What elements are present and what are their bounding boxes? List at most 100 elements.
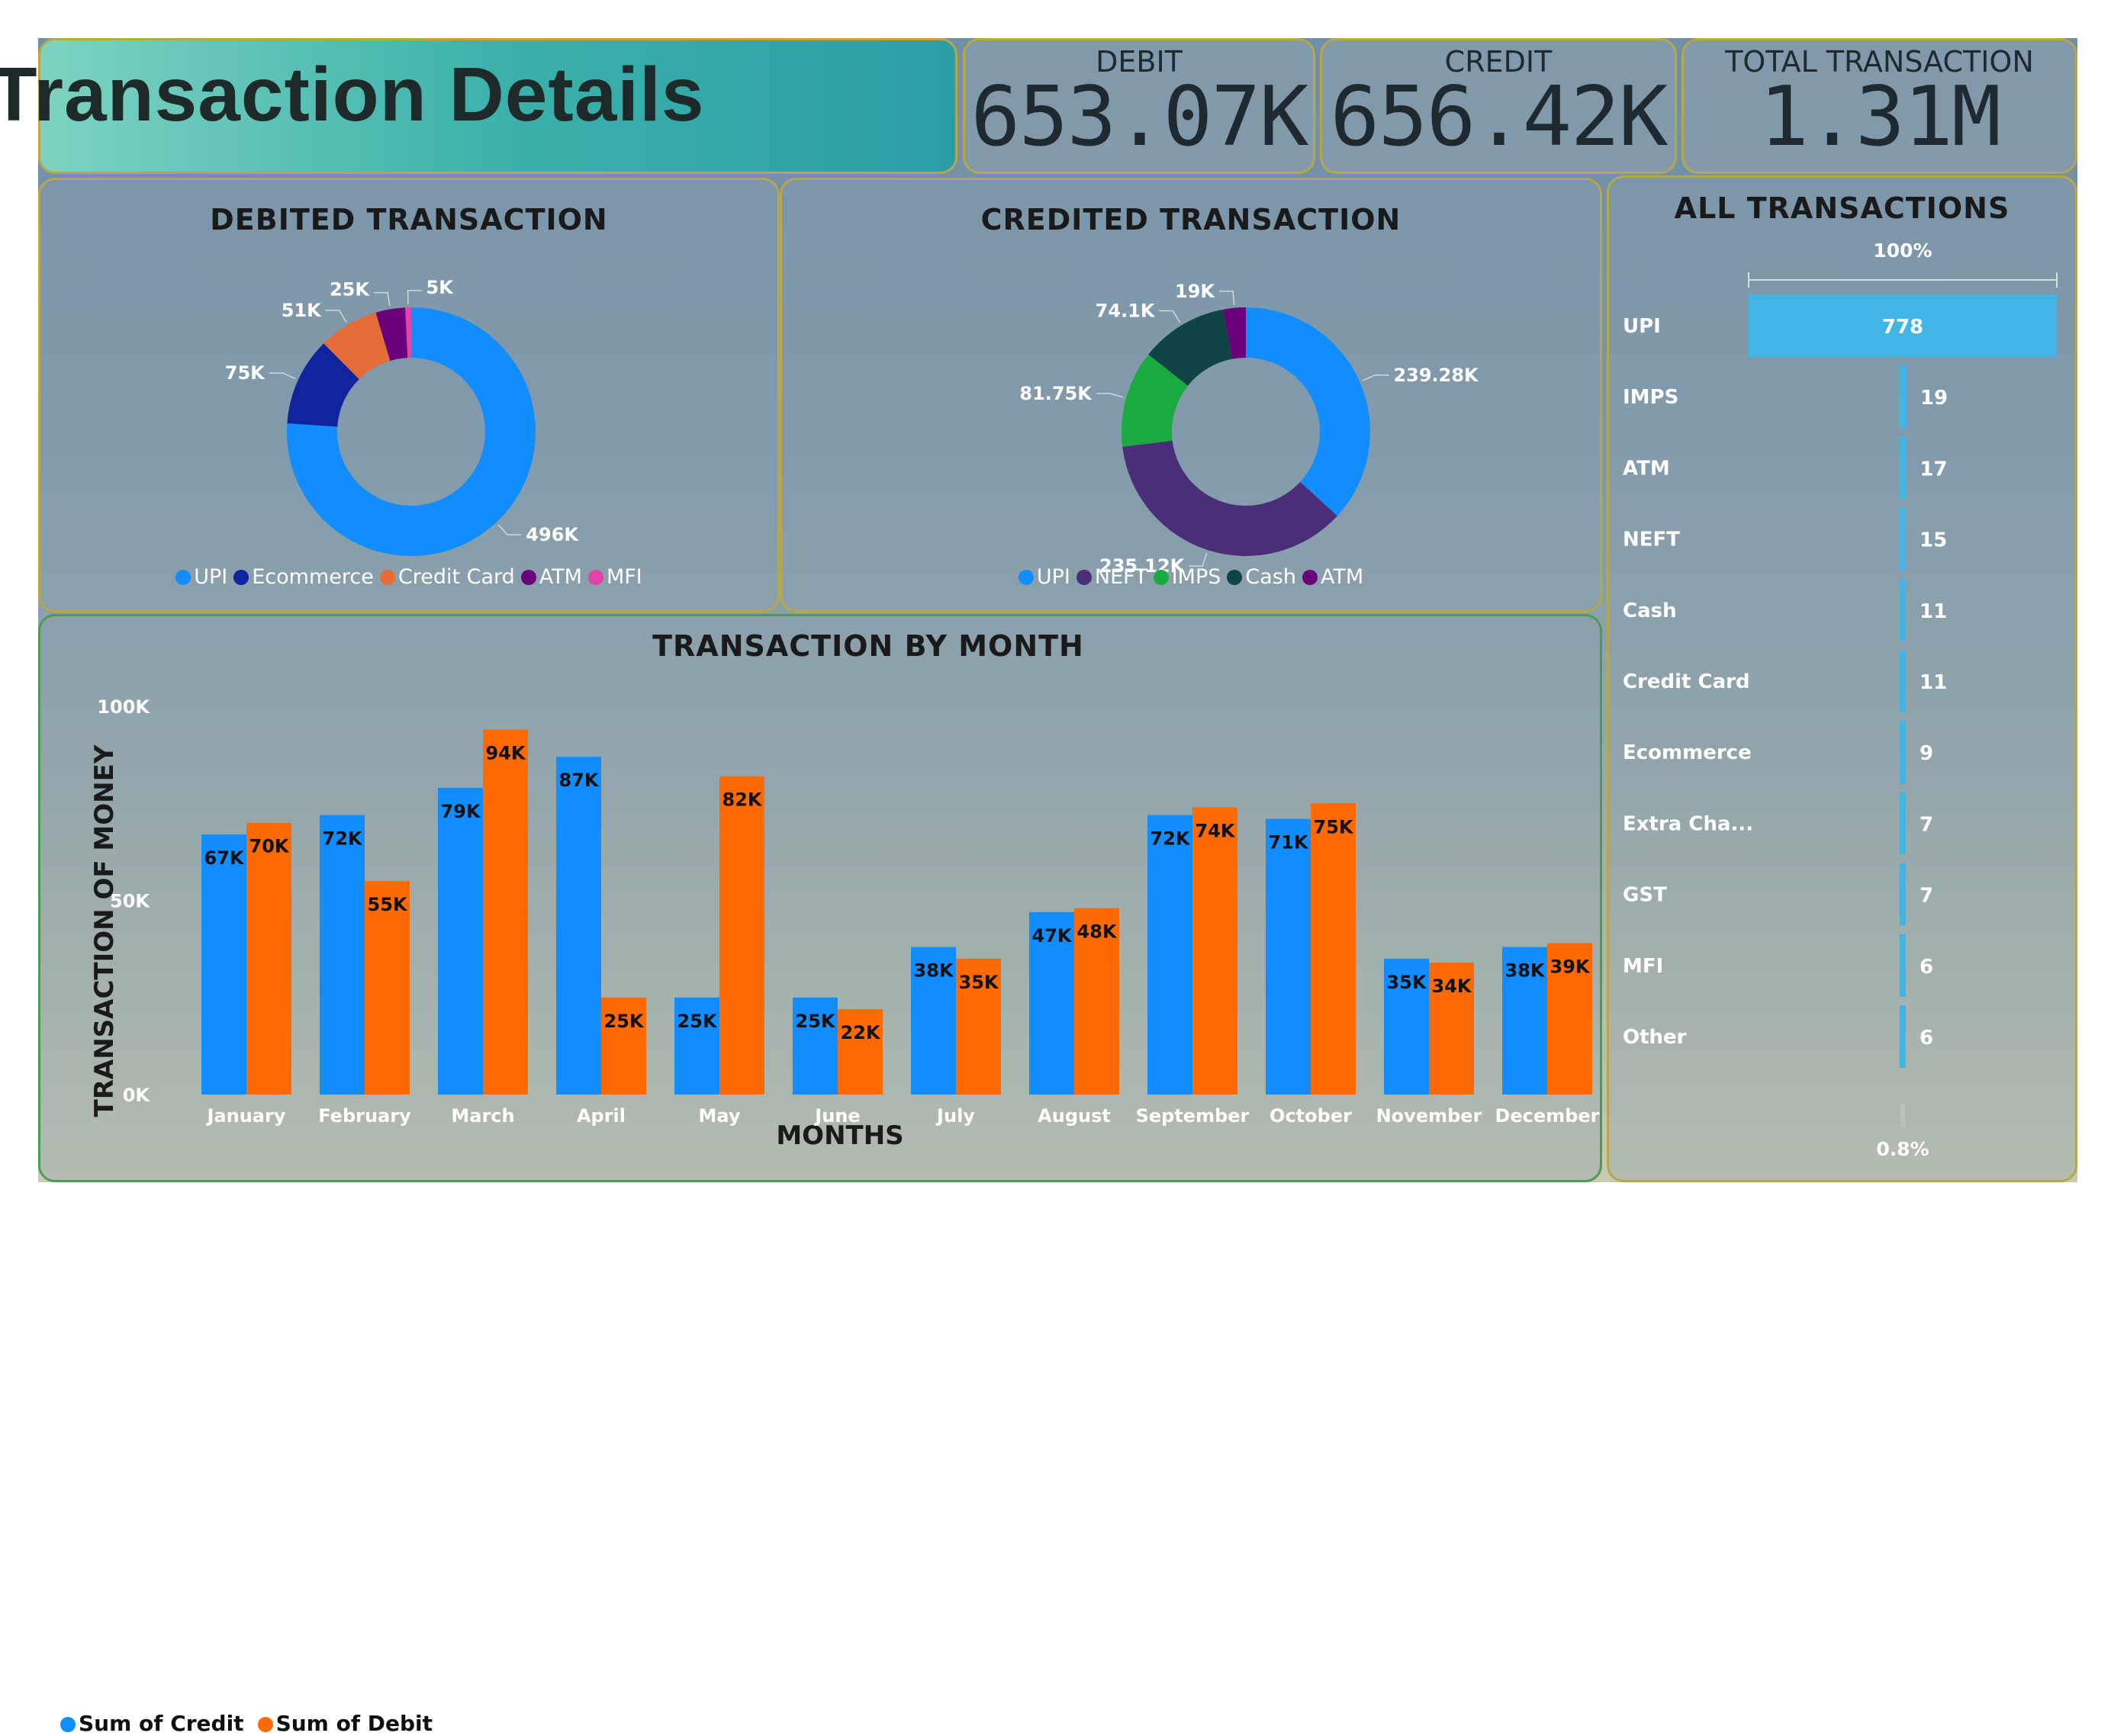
bar-sum-of-credit-february[interactable] xyxy=(320,815,365,1095)
bar-sum-of-credit-october[interactable] xyxy=(1266,818,1311,1095)
kpi-card-credit[interactable]: CREDIT 656.42K xyxy=(1320,38,1677,174)
funnel-category-label: MFI xyxy=(1623,955,1663,978)
funnel-bar-atm[interactable] xyxy=(1899,436,1907,500)
legend-item-upi[interactable]: UPI xyxy=(175,565,227,589)
funnel-category-label: NEFT xyxy=(1623,529,1680,551)
legend-dot xyxy=(175,570,191,585)
bar-sum-of-debit-august[interactable] xyxy=(1074,908,1119,1095)
credited-donut-chart[interactable]: 239.28K 235.12K 81.75K 74.1K 19K xyxy=(782,180,1600,607)
legend-item-cash[interactable]: Cash xyxy=(1227,565,1296,589)
credited-legend[interactable]: UPI NEFT IMPS Cash ATM xyxy=(782,565,1600,589)
funnel-bar-gst[interactable] xyxy=(1900,863,1906,926)
funnel-value-label: 6 xyxy=(1920,956,1933,979)
bar-sum-of-credit-august[interactable] xyxy=(1029,911,1074,1095)
funnel-value-label: 9 xyxy=(1920,742,1933,765)
bar-sum-of-credit-april[interactable] xyxy=(556,757,601,1095)
donut-slice-atm[interactable] xyxy=(375,307,408,362)
bar-data-label: 87K xyxy=(559,770,600,791)
all-transactions-panel[interactable]: ALL TRANSACTIONS 100% UPI 778 IMPS 19 ATM 17 NE… xyxy=(1607,175,2077,1182)
funnel-bar-ecommerce[interactable] xyxy=(1900,721,1906,784)
bar-sum-of-debit-june[interactable] xyxy=(838,1009,883,1095)
legend-item-credit-card[interactable]: Credit Card xyxy=(379,565,515,589)
legend-item-ecommerce[interactable]: Ecommerce xyxy=(233,565,374,589)
legend-item-atm[interactable]: ATM xyxy=(520,565,582,589)
legend-item-sum-of-debit[interactable]: Sum of Debit xyxy=(257,1711,433,1736)
bar-data-label: 74K xyxy=(1195,820,1236,841)
funnel-category-label: Extra Cha... xyxy=(1623,812,1753,835)
funnel-bar-credit-card[interactable] xyxy=(1900,650,1906,712)
bar-sum-of-debit-may[interactable] xyxy=(719,776,764,1095)
leader-line-cash xyxy=(1159,310,1181,323)
bar-sum-of-credit-march[interactable] xyxy=(438,787,483,1095)
legend-item-imps[interactable]: IMPS xyxy=(1153,565,1221,589)
legend-dot xyxy=(1153,570,1169,585)
bar-chart-legend[interactable]: Sum of Credit Sum of Debit xyxy=(57,1711,443,1736)
kpi-card-debit[interactable]: DEBIT 653.07K xyxy=(963,38,1315,174)
bar-sum-of-credit-july[interactable] xyxy=(911,947,956,1095)
bar-sum-of-debit-february[interactable] xyxy=(365,881,410,1095)
funnel-bar-cash[interactable] xyxy=(1900,578,1906,641)
bar-data-label: 22K xyxy=(841,1022,881,1043)
legend-label: ATM xyxy=(539,565,582,589)
debited-donut-chart[interactable]: 496K 75K 51K 25K 5K xyxy=(40,180,777,607)
funnel-category-label: GST xyxy=(1623,884,1667,907)
kpi-card-total[interactable]: TOTAL TRANSACTION 1.31M xyxy=(1681,38,2077,174)
bar-sum-of-credit-september[interactable] xyxy=(1147,815,1192,1095)
funnel-top-percent: 100% xyxy=(1873,240,1932,262)
transaction-by-month-chart[interactable]: 0K 50K 100K TRANSACTION OF MONEY MONTHS 67K70… xyxy=(40,616,1600,1181)
legend-label: IMPS xyxy=(1171,565,1221,589)
donut-slice-ecommerce[interactable] xyxy=(287,343,359,427)
donut-slice-atm[interactable] xyxy=(1223,307,1246,359)
donut-slice-credit-card[interactable] xyxy=(323,312,391,380)
x-tick-label-april: April xyxy=(577,1105,626,1127)
donut-slice-neft[interactable] xyxy=(1122,440,1337,556)
funnel-bar-imps[interactable] xyxy=(1899,365,1907,429)
bar-sum-of-debit-january[interactable] xyxy=(246,822,291,1095)
legend-label: Ecommerce xyxy=(252,565,374,589)
debited-transaction-panel[interactable]: DEBITED TRANSACTION 496K 75K 51K 25K 5K UPI E… xyxy=(38,178,780,612)
credited-transaction-panel[interactable]: CREDITED TRANSACTION 239.28K 235.12K 81.75… xyxy=(780,178,1602,612)
legend-item-mfi[interactable]: MFI xyxy=(587,565,642,589)
transaction-by-month-panel[interactable]: TRANSACTION BY MONTH 0K 50K 100K TRANSACTIO… xyxy=(38,614,1602,1736)
donut-slice-upi[interactable] xyxy=(1246,307,1370,516)
legend-dot xyxy=(1018,570,1034,585)
bar-sum-of-debit-december[interactable] xyxy=(1547,943,1592,1095)
bar-sum-of-debit-september[interactable] xyxy=(1192,807,1237,1095)
y-axis-label: TRANSACTION OF MONEY xyxy=(89,744,120,1117)
legend-item-neft[interactable]: NEFT xyxy=(1076,565,1147,589)
donut-slice-imps[interactable] xyxy=(1121,354,1188,447)
bar-sum-of-credit-december[interactable] xyxy=(1502,947,1547,1095)
funnel-value-label: 17 xyxy=(1920,458,1947,481)
bar-sum-of-credit-may[interactable] xyxy=(674,997,719,1095)
funnel-bar-neft[interactable] xyxy=(1900,507,1906,571)
bar-data-label: 67K xyxy=(204,847,245,869)
all-transactions-funnel-chart[interactable]: 100% UPI 778 IMPS 19 ATM 17 NEFT 15 Cash 11 Credit … xyxy=(1609,178,2075,1180)
bar-data-label: 55K xyxy=(368,894,408,915)
bar-sum-of-debit-november[interactable] xyxy=(1429,962,1474,1095)
bar-data-label: 25K xyxy=(796,1011,836,1032)
bar-sum-of-debit-april[interactable] xyxy=(601,997,646,1095)
funnel-bar-other[interactable] xyxy=(1900,1005,1906,1068)
funnel-bottom-percent: 0.8% xyxy=(1876,1138,1929,1160)
funnel-bar-upi[interactable] xyxy=(1749,294,2057,357)
donut-slice-mfi[interactable] xyxy=(405,307,411,358)
leader-line-upi xyxy=(1362,375,1389,381)
bar-sum-of-credit-june[interactable] xyxy=(793,997,838,1095)
y-tick-label: 50K xyxy=(110,891,150,912)
debited-legend[interactable]: UPI Ecommerce Credit Card ATM MFI xyxy=(40,565,777,589)
bar-sum-of-credit-november[interactable] xyxy=(1384,958,1429,1095)
bar-sum-of-credit-january[interactable] xyxy=(201,834,246,1095)
bar-sum-of-debit-july[interactable] xyxy=(956,958,1001,1095)
legend-item-sum-of-credit[interactable]: Sum of Credit xyxy=(60,1711,244,1736)
donut-slice-upi[interactable] xyxy=(286,307,536,556)
x-tick-label-march: March xyxy=(451,1105,514,1127)
bar-sum-of-debit-october[interactable] xyxy=(1311,803,1356,1095)
donut-data-label-cash: 74.1K xyxy=(1096,301,1156,322)
legend-label: UPI xyxy=(1036,565,1070,589)
funnel-bar-mfi[interactable] xyxy=(1900,934,1906,997)
bar-sum-of-debit-march[interactable] xyxy=(483,729,528,1095)
legend-item-upi[interactable]: UPI xyxy=(1018,565,1070,589)
legend-item-atm[interactable]: ATM xyxy=(1302,565,1363,589)
donut-slice-cash[interactable] xyxy=(1148,309,1233,386)
funnel-bar-extra-cha[interactable] xyxy=(1900,792,1906,855)
